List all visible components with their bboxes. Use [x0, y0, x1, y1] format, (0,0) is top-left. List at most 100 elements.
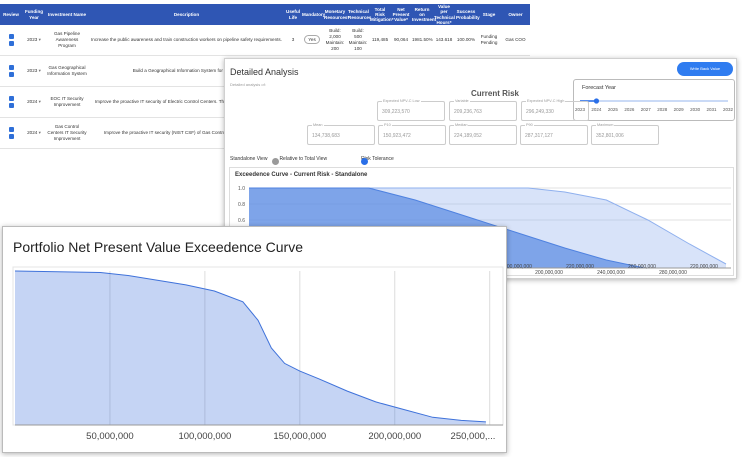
slider-thumb[interactable] [593, 98, 600, 104]
column-header: Total Risk Mitigation* [369, 4, 393, 26]
column-header: Useful Life [285, 4, 301, 26]
toggle-knob [272, 158, 280, 165]
table-cell: Gas COO [501, 25, 530, 57]
table-cell: Yes [301, 25, 323, 57]
x-tick-label: 50,000,000 [86, 431, 134, 442]
column-header: Owner [501, 4, 530, 26]
curve [14, 270, 486, 423]
review-icon[interactable] [8, 72, 14, 78]
curve [249, 187, 645, 269]
field-label: P10 [383, 123, 392, 127]
x-tick-label: 220,000,000 [690, 264, 718, 270]
field-value: 150,923,472 [383, 133, 411, 139]
field-value: 224,189,052 [454, 133, 482, 139]
x-tick-label: 200,000,000 [535, 270, 563, 276]
review-icon[interactable] [8, 127, 14, 133]
x-tick-label: 250,000,... [451, 431, 496, 442]
review-cell [0, 25, 22, 57]
year-label: 2032 [723, 107, 734, 112]
x-tick-label: 100,000,000 [178, 431, 231, 442]
front-panel: Portfolio Net Present Value Exceedence C… [2, 226, 507, 453]
npv-chart: Portfolio Net Present Value Exceedence C… [12, 239, 504, 442]
toggle-label: Risk Tolerance [361, 156, 394, 162]
forecast-year-box: Forecast Year 2023 2024 2025 2026 2027 2028 20… [573, 79, 735, 121]
table-cell: Build: 2,000 Maintain: 200 [323, 25, 347, 57]
forecast-label: Forecast Year [582, 85, 616, 91]
review-icon[interactable] [8, 34, 14, 40]
column-header: Success Probability [455, 4, 480, 26]
toggle-knob [361, 158, 369, 165]
field-label: Expected NPV-C Low [382, 99, 421, 103]
year-label: 2028 [657, 107, 668, 112]
funding-year-select[interactable]: 2024 [27, 130, 41, 135]
funding-year-select[interactable]: 2024 [27, 99, 41, 104]
year-label: 2024 [591, 107, 602, 112]
review-cell [0, 55, 22, 88]
table-row: 2023 Gas Pipeline Awareness ProgramIncrea… [0, 25, 530, 57]
header-row: Review Funding Year Investment Name Descrip… [0, 4, 530, 26]
table-cell: Funding Pending [477, 25, 501, 57]
field-label: Mean [312, 123, 324, 127]
y-tick-label: 0.8 [238, 202, 245, 208]
year-label: 2030 [690, 107, 701, 112]
chart-title: Portfolio Net Present Value Exceedence C… [13, 239, 303, 255]
field-value: 296,249,330 [526, 109, 554, 115]
field: Variable 209,236,763 [449, 99, 517, 121]
column-header: Return on Investment [411, 4, 436, 26]
column-header: Mandatory [301, 4, 325, 26]
x-tick-label: 200,000,000 [504, 264, 532, 270]
field-value: 352,801,006 [596, 133, 624, 139]
column-header: Net Present Value* [391, 4, 411, 26]
column-header: Investment Name [46, 4, 88, 26]
table-cell: 2024 [22, 86, 46, 119]
field: Maximum 352,801,006 [591, 123, 659, 145]
table-cell: 119,485 [369, 25, 391, 57]
table-cell: Gas Geographical Information System [46, 55, 88, 88]
review-cell [0, 117, 22, 150]
table-cell: 143.618 [433, 25, 455, 57]
review-icon[interactable] [8, 134, 14, 140]
column-header: Stage [477, 4, 501, 26]
review-icon[interactable] [8, 96, 14, 102]
column-header: Funding Year [22, 4, 46, 26]
table-cell: 3 [285, 25, 301, 57]
review-icon[interactable] [8, 41, 14, 47]
chart-title: Exceedence Curve - Current Risk - Standa… [235, 172, 368, 178]
mandatory-pill: Yes [304, 35, 320, 45]
x-tick-label: 280,000,000 [659, 270, 687, 276]
x-tick-label: 260,000,000 [628, 264, 656, 270]
year-label: 2029 [674, 107, 685, 112]
field-label: Median [454, 123, 469, 127]
table-cell: EOC IT Security Improvement [46, 86, 88, 119]
review-icon[interactable] [8, 65, 14, 71]
column-header: Technical Resources [347, 4, 372, 26]
table-cell: Gas Control Centers IT Security Improvem… [46, 117, 88, 150]
table-cell: 100.00% [455, 25, 477, 57]
year-label: 2025 [608, 107, 619, 112]
field-label: P90 [525, 123, 534, 127]
field-label: Variable [454, 99, 470, 103]
table-cell: 2023 [22, 55, 46, 88]
review-icon[interactable] [8, 103, 14, 109]
review-cell [0, 86, 22, 119]
toggle-label: Standalone View [230, 156, 268, 162]
write-back-button[interactable]: Write Back Value [677, 62, 733, 76]
year-label: 2023 [575, 107, 586, 112]
panel-title: Detailed Analysis [230, 67, 299, 77]
funding-year-select[interactable]: 2023 [27, 37, 41, 42]
plot-frame [12, 266, 504, 426]
year-label: 2026 [624, 107, 635, 112]
forecast-slider: 2023 2024 2025 2026 2027 2028 2029 2030 2031 2032 [575, 98, 734, 112]
table-cell: 2023 [22, 25, 46, 57]
table-cell: 2024 [22, 117, 46, 150]
toggle-label: Relative to Total View [279, 156, 328, 162]
field: P90 287,317,127 [520, 123, 588, 145]
x-tick-label: 150,000,000 [273, 431, 326, 442]
table-cell: Build: 500 Maintain: 100 [347, 25, 369, 57]
table-cell: Increase the public awareness and train … [88, 25, 285, 57]
table-cell: 90,064 [391, 25, 411, 57]
x-tick-label: 220,000,000 [566, 264, 594, 270]
field: Expected NPV-C High 296,249,330 [521, 99, 589, 121]
funding-year-select[interactable]: 2023 [27, 68, 41, 73]
